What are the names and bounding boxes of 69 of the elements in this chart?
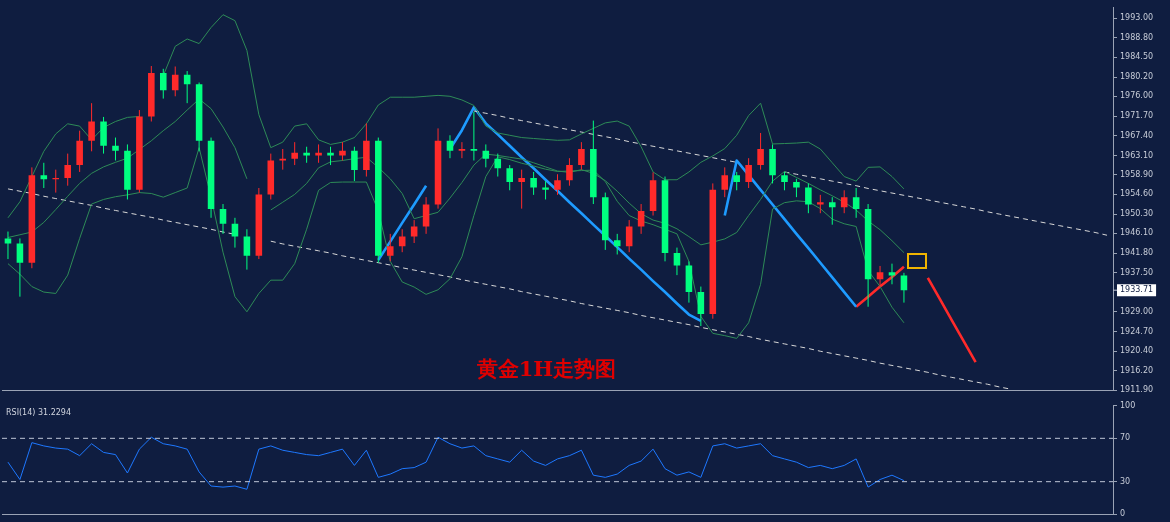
annotation: 1933.71 <box>1120 285 1154 295</box>
candlestick <box>482 143 490 168</box>
y-tick-label: 1980.20 <box>1120 72 1154 82</box>
candlestick <box>494 153 502 178</box>
y-tick-label: 1958.90 <box>1120 169 1154 179</box>
candlestick <box>159 68 167 100</box>
y-tick-label: 1988.80 <box>1120 32 1154 42</box>
candlestick <box>386 233 394 262</box>
y-tick-label: 1993.00 <box>1120 13 1154 23</box>
chart-title: RSI(14) 31.2294 <box>6 407 72 417</box>
y-tick-label: 100 <box>1120 400 1136 410</box>
candlestick <box>793 178 800 198</box>
y-tick-label: 30 <box>1120 476 1131 486</box>
y-tick-label: 1920.40 <box>1120 346 1154 356</box>
candlestick <box>4 231 12 260</box>
y-tick-label: 1950.30 <box>1120 209 1154 219</box>
candlestick <box>805 182 812 214</box>
candlestick <box>697 286 705 327</box>
y-tick-label: 1976.00 <box>1120 91 1154 101</box>
candlestick <box>112 137 119 161</box>
candlestick <box>422 196 430 235</box>
y-tick-label: 1963.10 <box>1120 150 1154 160</box>
candlestick <box>721 166 729 198</box>
y-tick-label: 0 <box>1120 509 1126 519</box>
candlestick <box>339 141 346 161</box>
candlestick <box>291 141 298 166</box>
candlestick <box>458 141 466 159</box>
candlestick <box>817 194 824 214</box>
candlestick <box>219 203 227 235</box>
y-tick-label: 1937.50 <box>1120 267 1154 277</box>
text: 黄金1H走势图 <box>475 355 617 381</box>
candlestick <box>231 217 239 249</box>
candlestick <box>554 173 561 196</box>
candlestick <box>16 237 24 298</box>
candlestick <box>840 189 848 214</box>
candlestick <box>410 219 418 244</box>
y-tick-label: 1984.50 <box>1120 52 1154 62</box>
candlestick <box>88 102 95 152</box>
y-tick-label: 70 <box>1120 433 1131 443</box>
y-tick-label: 1954.60 <box>1120 189 1154 199</box>
candlestick <box>446 134 454 159</box>
candlestick <box>852 187 860 219</box>
candlestick <box>64 153 71 187</box>
y-tick-label: 1916.20 <box>1120 365 1154 375</box>
candlestick <box>828 196 836 226</box>
y-tick-label: 1967.40 <box>1120 130 1154 140</box>
y-tick-label: 1971.70 <box>1120 111 1154 121</box>
y-tick-label: 1911.90 <box>1120 385 1154 395</box>
candlestick <box>745 157 752 189</box>
candlestick <box>613 233 621 255</box>
candlestick <box>470 111 478 161</box>
candlestick <box>506 164 513 191</box>
candlestick <box>757 132 764 171</box>
candlestick <box>243 228 251 271</box>
candlestick <box>530 171 537 196</box>
candlestick <box>888 263 896 285</box>
y-tick-label: 1941.80 <box>1120 248 1154 258</box>
candlestick <box>637 203 645 235</box>
y-tick-label: 1929.00 <box>1120 306 1154 316</box>
y-tick-label: 1924.70 <box>1120 326 1154 336</box>
candlestick <box>733 171 740 191</box>
y-tick-label: 1946.10 <box>1120 228 1154 238</box>
candlestick <box>578 141 585 171</box>
candlestick <box>351 146 358 182</box>
candlestick <box>542 180 549 200</box>
candlestick <box>566 157 573 187</box>
candlestick <box>518 169 525 210</box>
candlestick <box>171 65 179 97</box>
candlestick <box>781 171 788 191</box>
